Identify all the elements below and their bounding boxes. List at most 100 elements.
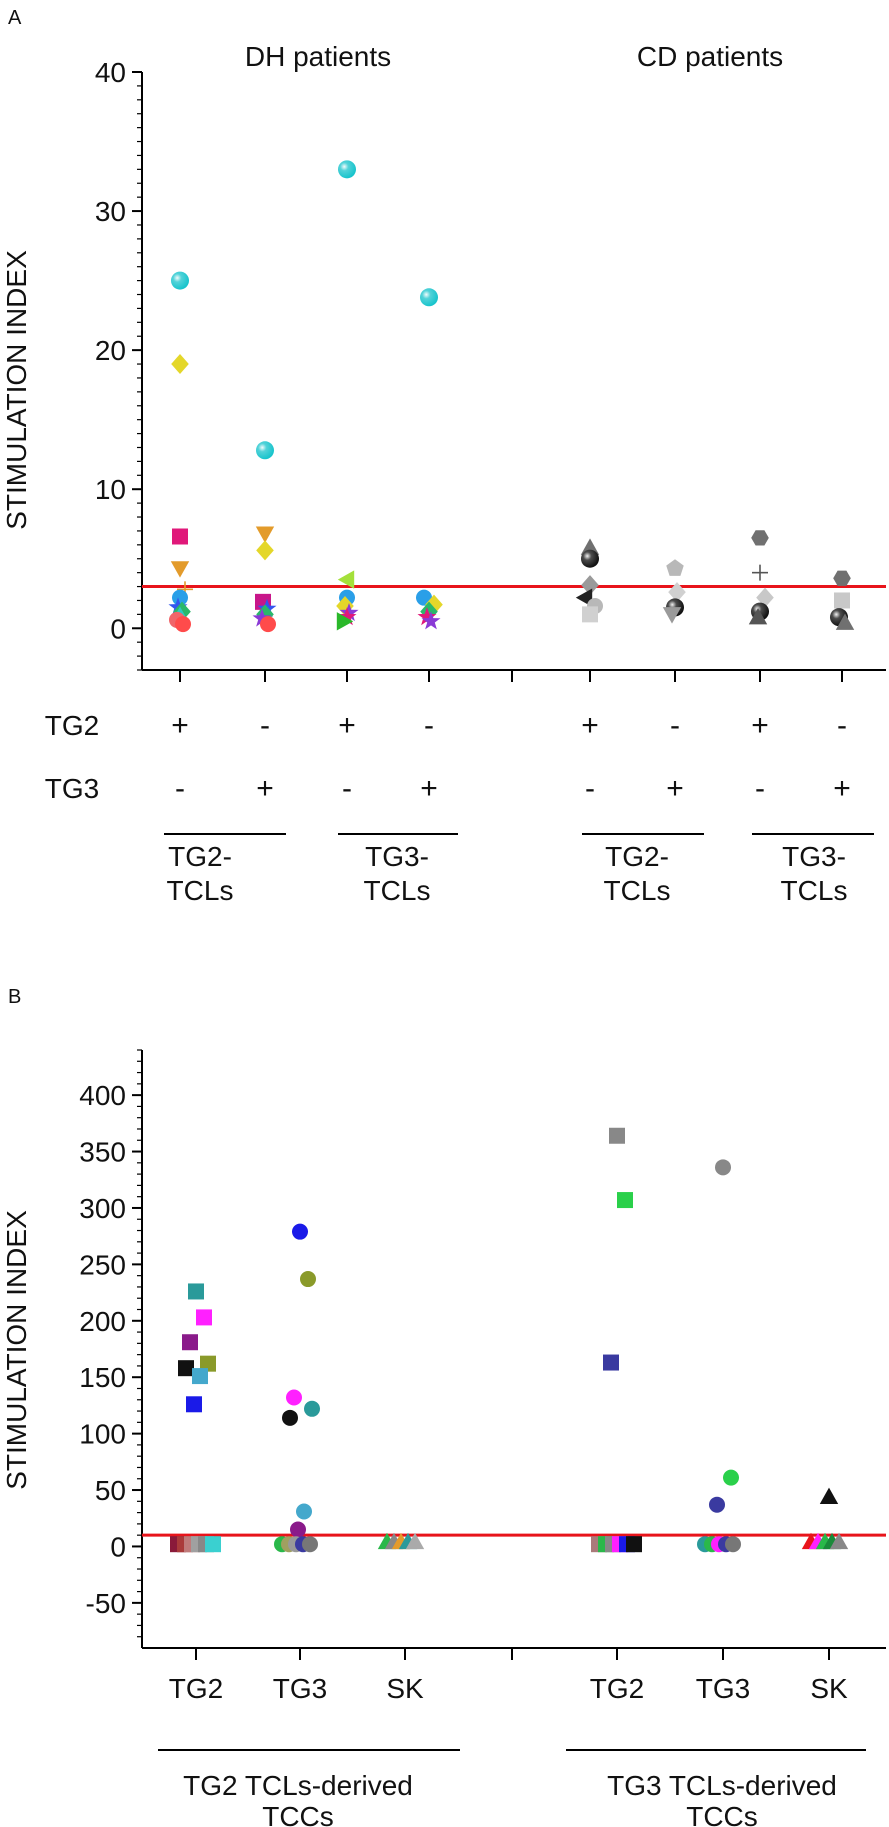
data-point	[300, 1271, 316, 1288]
data-points-a	[168, 160, 855, 633]
bracket-a-1: TG2- TCLs	[164, 833, 286, 906]
bracket-a-4: TG3- TCLs	[752, 833, 874, 906]
data-point	[175, 616, 191, 633]
data-point	[725, 1536, 741, 1553]
data-point	[200, 1355, 216, 1372]
bracket-a-2: TG3- TCLs	[338, 833, 458, 906]
data-point	[756, 587, 774, 608]
data-point	[582, 606, 598, 623]
tg2-sign: -	[424, 709, 434, 742]
data-point	[751, 530, 769, 546]
y-tick-label: 350	[79, 1137, 126, 1168]
tg3-sign: +	[833, 772, 851, 805]
data-point	[666, 559, 684, 576]
y-tick-label: 300	[79, 1193, 126, 1224]
data-point	[260, 616, 276, 633]
bracket-a-3-line1: TG2-	[605, 841, 669, 872]
y-tick-label: 30	[95, 196, 126, 227]
y-tick-label: 50	[95, 1475, 126, 1506]
data-point	[290, 1521, 306, 1538]
x-ticks-a	[179, 670, 843, 682]
x-tick-label: TG2	[590, 1673, 644, 1704]
data-point	[282, 1409, 298, 1426]
group-title-cd: CD patients	[637, 41, 783, 72]
data-point	[662, 607, 682, 624]
data-point	[626, 1536, 642, 1553]
data-point	[186, 1396, 202, 1413]
data-point	[178, 1360, 194, 1377]
tg3-sign: -	[342, 772, 352, 805]
data-point	[603, 1354, 619, 1371]
group-title-dh: DH patients	[245, 41, 391, 72]
bracket-a-1-line1: TG2-	[168, 841, 232, 872]
bracket-a-3-line2: TCLs	[604, 875, 671, 906]
y-tick-label: 250	[79, 1249, 126, 1280]
data-point	[405, 1532, 425, 1550]
data-point	[668, 582, 686, 603]
data-point	[833, 570, 851, 586]
data-point	[715, 1159, 731, 1176]
data-point	[182, 1334, 198, 1351]
data-point	[421, 611, 441, 630]
data-point	[581, 549, 599, 568]
data-point	[709, 1496, 725, 1513]
row-label-tg2: TG2	[45, 710, 99, 741]
y-tick-label: 10	[95, 474, 126, 505]
panel-a: A DH patients CD patients STIMULATION IN…	[1, 7, 886, 906]
y-tick-label: 0	[110, 1531, 126, 1562]
data-point	[302, 1536, 318, 1553]
panel-b-label: B	[8, 986, 21, 1008]
tg3-sign: -	[755, 772, 765, 805]
data-point	[417, 607, 437, 626]
tg3-sign: -	[175, 772, 185, 805]
data-point	[609, 1127, 625, 1144]
data-point	[171, 354, 189, 375]
data-point	[172, 589, 188, 606]
bracket-a-3: TG2- TCLs	[582, 833, 704, 906]
y-tick-label: 150	[79, 1362, 126, 1393]
x-tick-label: SK	[386, 1673, 424, 1704]
data-point	[304, 1400, 320, 1417]
data-point	[292, 1223, 308, 1240]
y-tick-label: 20	[95, 335, 126, 366]
data-point	[336, 612, 354, 631]
data-point	[723, 1469, 739, 1486]
tg2-sign: -	[670, 709, 680, 742]
y-ticks-a: 0 10 20 30 40	[95, 57, 142, 671]
data-point	[819, 1487, 839, 1505]
condition-signs: + - - + + - - + + - - + + - - +	[171, 709, 851, 805]
x-tick-label: TG3	[273, 1673, 327, 1704]
tg3-sign: +	[256, 772, 274, 805]
data-point	[835, 613, 855, 630]
tg2-sign: +	[338, 709, 356, 742]
y-tick-label: 40	[95, 57, 126, 88]
data-point	[337, 570, 355, 589]
data-point	[172, 528, 188, 545]
data-point	[337, 607, 357, 626]
data-point	[580, 538, 600, 555]
bracket-b-2-line1: TG3 TCLs-derived	[607, 1770, 837, 1801]
data-point	[296, 1503, 312, 1520]
data-point	[617, 1192, 633, 1209]
data-point	[752, 564, 768, 581]
data-point	[192, 1368, 208, 1385]
data-point	[256, 441, 274, 460]
data-point	[829, 1532, 849, 1550]
data-point	[420, 288, 438, 307]
data-point	[205, 1536, 221, 1553]
data-point	[252, 608, 272, 627]
x-ticks-b: TG2 TG3 SK TG2 TG3 SK	[169, 1648, 848, 1704]
bracket-a-4-line1: TG3-	[782, 841, 846, 872]
data-point	[834, 592, 850, 609]
y-tick-label: 400	[79, 1080, 126, 1111]
y-axis-label-a: STIMULATION INDEX	[1, 250, 32, 530]
tg2-sign: -	[260, 709, 270, 742]
bracket-b-1-line1: TG2 TCLs-derived	[183, 1770, 413, 1801]
tg3-sign: +	[666, 772, 684, 805]
tg2-sign: -	[837, 709, 847, 742]
x-tick-label: SK	[810, 1673, 848, 1704]
tg2-sign: +	[581, 709, 599, 742]
data-point	[286, 1389, 302, 1406]
bracket-b-2-line2: TCCs	[686, 1801, 758, 1827]
